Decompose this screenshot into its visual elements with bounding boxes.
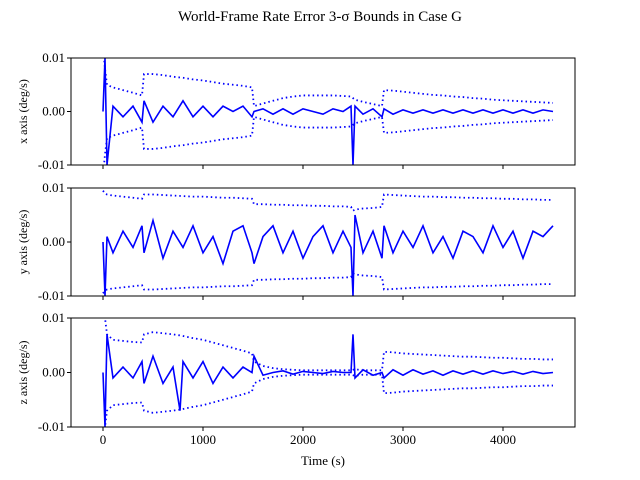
x-tick-label: 1000 (190, 432, 216, 447)
y-tick-label: -0.01 (38, 157, 65, 172)
axes-frame (70, 317, 576, 428)
y-tick-label: 0.00 (42, 104, 65, 119)
axes-frame (70, 187, 576, 297)
y-axis-label: x axis (deg/s) (16, 79, 30, 144)
y-axis-label: z axis (deg/s) (16, 341, 30, 405)
y-tick-label: -0.01 (38, 288, 65, 303)
x-tick-label: 4000 (490, 432, 516, 447)
bound-line (102, 272, 553, 294)
y-tick-label: -0.01 (38, 419, 65, 434)
x-tick-label: 0 (100, 432, 107, 447)
x-tick-label: 2000 (290, 432, 316, 447)
plot-area (102, 58, 554, 165)
y-tick-label: 0.01 (42, 310, 65, 325)
error-line (102, 334, 554, 427)
error-line (102, 214, 554, 296)
y-tick-label: 0.01 (42, 180, 65, 195)
x-tick-label: 3000 (390, 432, 416, 447)
bound-line (102, 190, 553, 212)
y-tick-label: 0.00 (42, 234, 65, 249)
bound-line (103, 115, 554, 165)
axes-frame (70, 57, 576, 166)
y-tick-label: 0.00 (42, 365, 65, 380)
bound-line (104, 318, 553, 372)
y-tick-label: 0.01 (42, 50, 65, 65)
bound-line (103, 58, 554, 108)
error-line (102, 58, 554, 165)
x-axis-label: Time (s) (301, 453, 345, 468)
bound-line (104, 373, 553, 427)
plot-area (102, 190, 554, 296)
y-axis-label: y axis (deg/s) (16, 210, 30, 275)
figure-title: World-Frame Rate Error 3-σ Bounds in Cas… (178, 9, 462, 25)
plot-area (102, 318, 554, 427)
